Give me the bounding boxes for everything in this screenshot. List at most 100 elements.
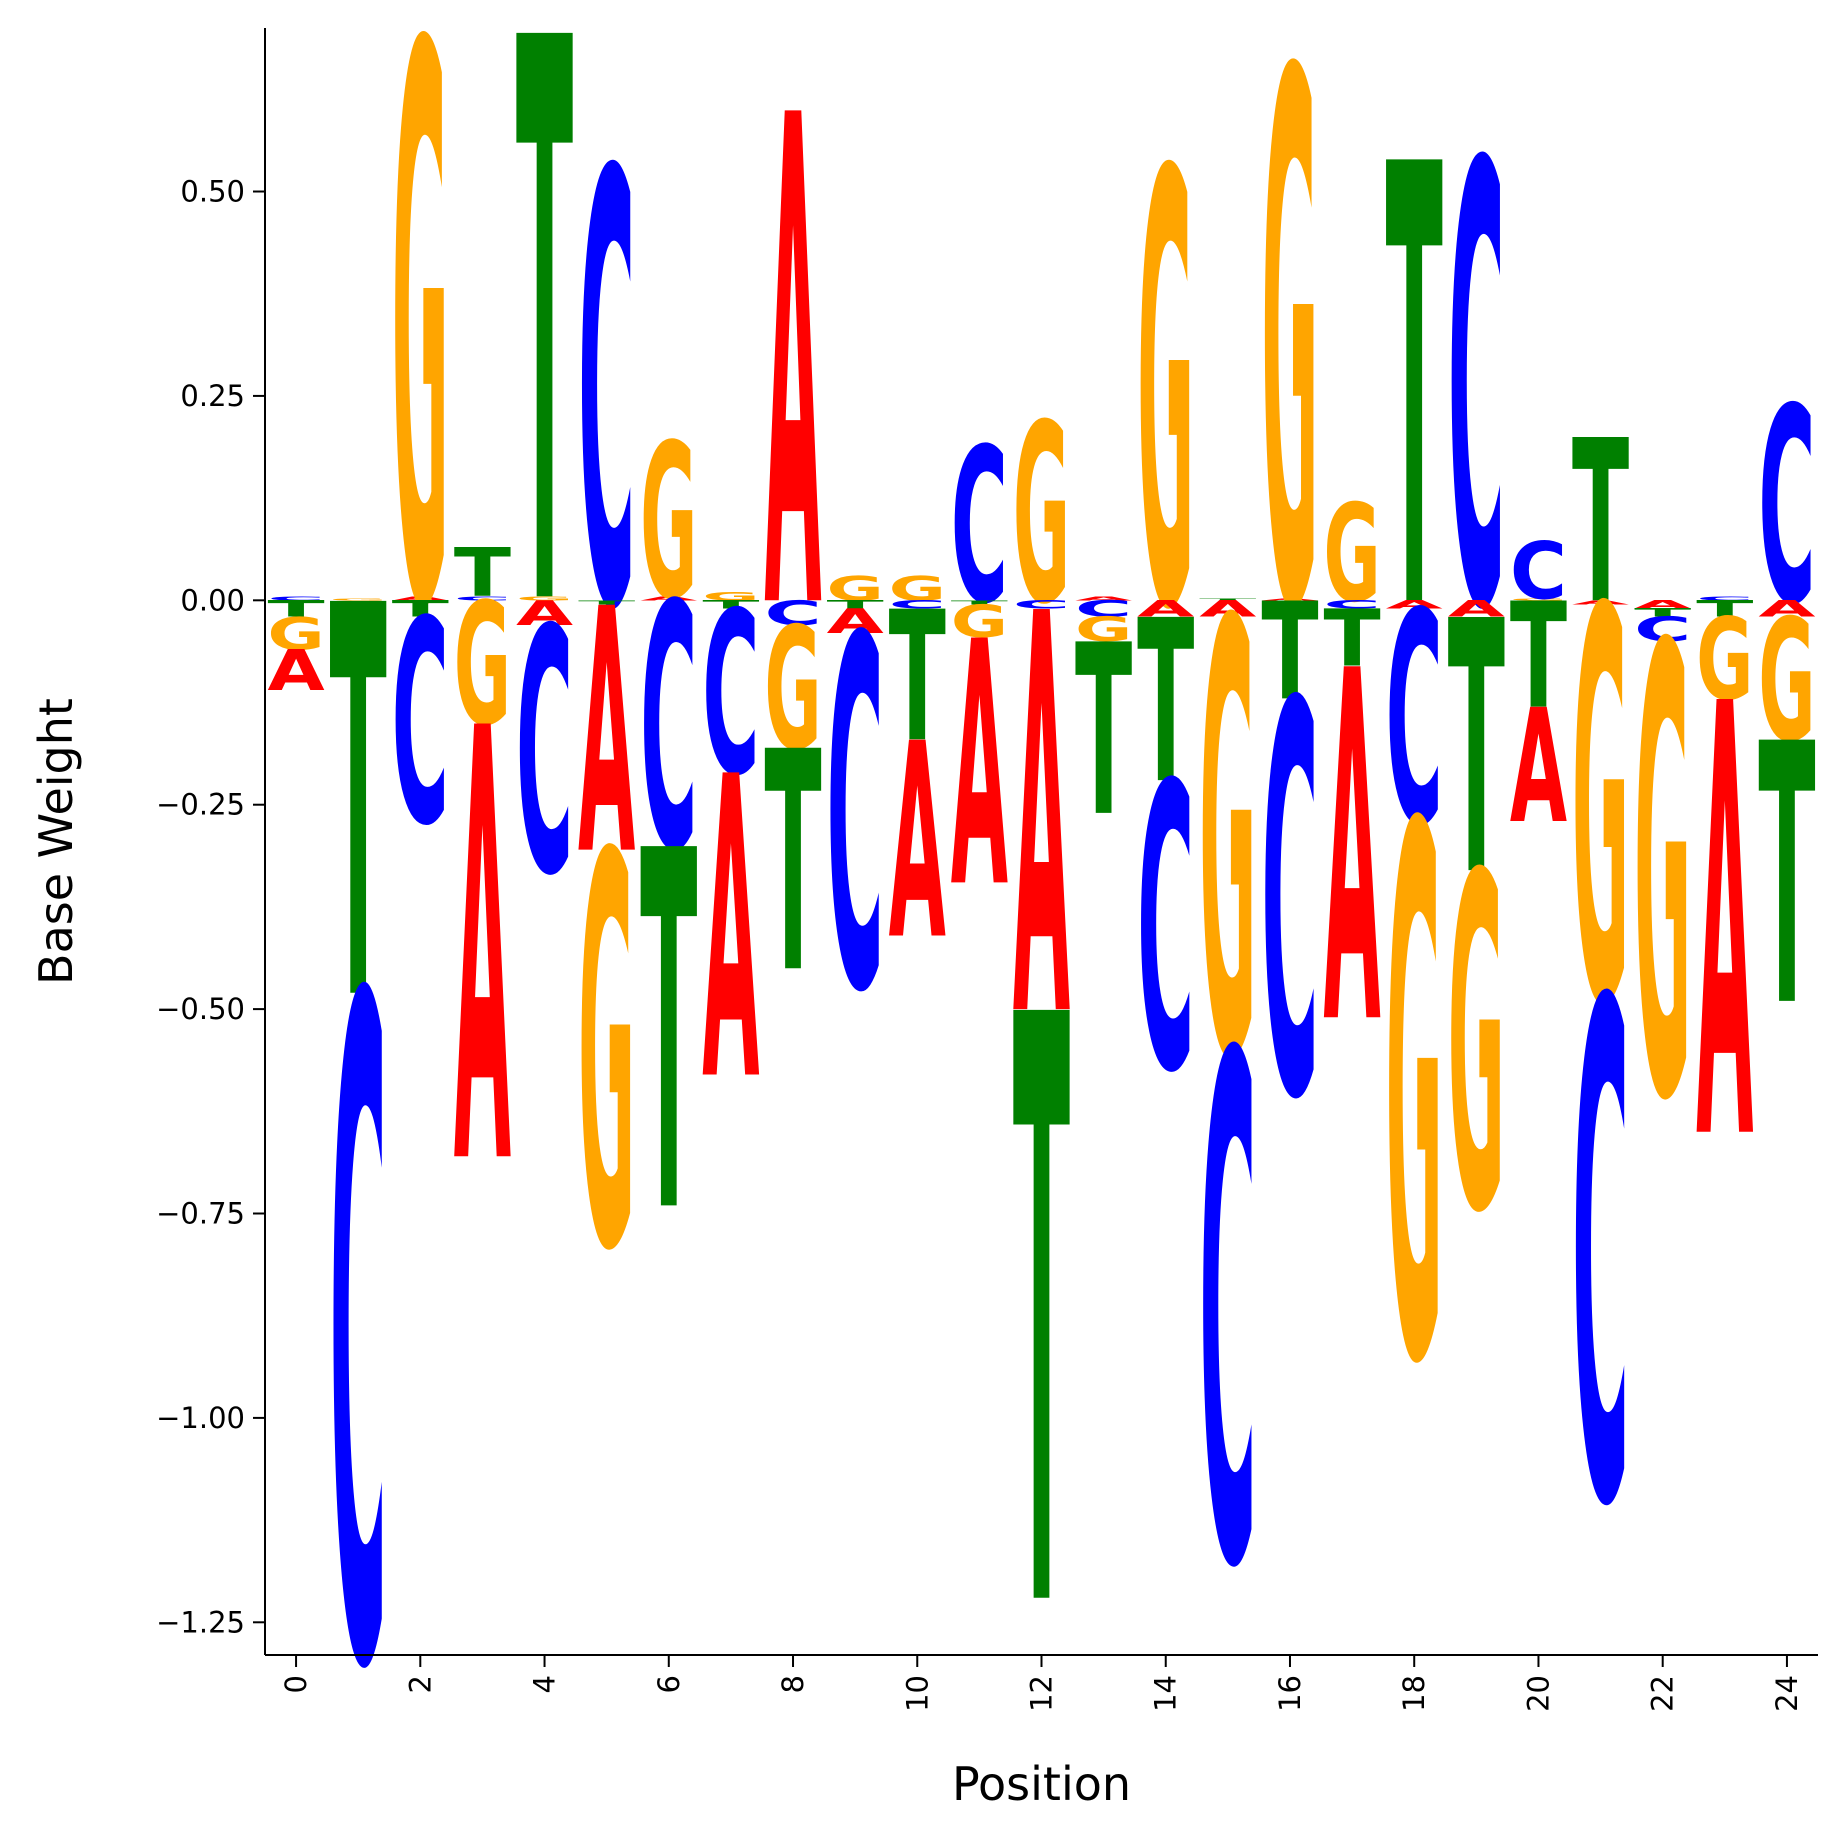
logo-letter-A: A <box>1572 599 1630 606</box>
logo-letter-C: C <box>764 594 821 633</box>
logo-letter-G: G <box>1386 677 1443 1524</box>
logo-letter-C: C <box>1261 591 1318 1218</box>
logo-letter-T: T <box>392 596 449 622</box>
y-tick-label: 0.25 <box>180 379 245 413</box>
logo-letter-T: T <box>1075 594 1132 868</box>
logo-letter-G: G <box>827 569 884 608</box>
x-tick-label: 8 <box>776 1675 810 1693</box>
logo-letter-T: T <box>1696 596 1753 622</box>
logo-letter-T: T <box>1634 607 1691 620</box>
logo-letter-A: A <box>1261 598 1319 601</box>
logo-letter-C: C <box>1013 598 1070 611</box>
x-tick-label: 18 <box>1397 1675 1431 1712</box>
logo-letter-G: G <box>1634 520 1691 1237</box>
logo-letter-G: G <box>392 0 449 776</box>
logo-letter-T: T <box>764 689 821 1041</box>
logo-letter-A: A <box>1324 571 1382 1132</box>
logo-letter-G: G <box>1510 598 1567 601</box>
y-tick-label: −1.25 <box>156 1605 245 1639</box>
logo-letter-C: C <box>1696 595 1753 601</box>
logo-letter-A: A <box>578 539 635 930</box>
logo-letter-T: T <box>702 598 759 611</box>
logo-letter-T: T <box>330 494 388 1120</box>
logo-letter-G: G <box>1199 499 1256 1190</box>
logo-letter-G: G <box>1137 50 1194 741</box>
logo-letter-T: T <box>1137 572 1194 833</box>
logo-letter-C: C <box>1510 526 1567 617</box>
x-tick-label: 16 <box>1273 1675 1307 1712</box>
y-tick-label: −0.75 <box>156 1197 245 1231</box>
logo-letter-C: C <box>1572 862 1629 1657</box>
y-tick-label: −0.25 <box>156 788 245 822</box>
logo-letter-T: T <box>516 0 574 779</box>
logo-letter-G: G <box>889 569 946 608</box>
logo-letter-T: T <box>1510 573 1567 742</box>
x-tick-label: 10 <box>900 1675 934 1712</box>
x-axis-title: Position <box>952 1757 1131 1811</box>
logo-letter-A: A <box>392 595 450 602</box>
logo-letter-A: A <box>1386 598 1443 611</box>
x-tick-label: 14 <box>1149 1675 1183 1712</box>
logo-letter-A: A <box>1634 598 1691 611</box>
logo-letter-A: A <box>951 572 1008 963</box>
logo-letter-A: A <box>1137 596 1194 622</box>
x-tick-label: 24 <box>1770 1675 1804 1712</box>
logo-letter-T: T <box>640 749 698 1322</box>
logo-letter-A: A <box>764 0 822 759</box>
logo-letter-T: T <box>1199 598 1257 601</box>
logo-letter-G: G <box>578 744 635 1370</box>
x-tick-label: 4 <box>528 1675 562 1693</box>
logo-letter-G: G <box>1013 372 1070 659</box>
logo-letter-A: A <box>516 594 574 633</box>
logo-letter-C: C <box>1758 350 1815 664</box>
logo-letter-G: G <box>1696 594 1753 725</box>
x-axis-ticks: 0 2 4 6 8 10 12 14 16 18 20 22 24 <box>279 1655 1804 1712</box>
logo-letter-A: A <box>889 687 946 999</box>
logo-letter-A: A <box>827 602 885 641</box>
y-tick-label: 0.50 <box>180 175 245 209</box>
logo-letter-T: T <box>454 534 511 612</box>
logo-letter-G: G <box>267 608 324 660</box>
logo-letter-C: C <box>827 539 884 1099</box>
x-tick-label: 12 <box>1025 1675 1059 1712</box>
logo-letter-C: C <box>267 595 324 601</box>
logo-letter-T: T <box>1448 548 1505 952</box>
logo-letter-A: A <box>640 595 698 602</box>
logo-letter-G: G <box>516 595 573 602</box>
logo-letter-G: G <box>1075 610 1132 649</box>
logo-letter-A: A <box>702 692 760 1174</box>
logo-letter-T: T <box>1758 669 1816 1086</box>
x-tick-label: 0 <box>279 1675 313 1693</box>
logo-letter-C: C <box>1137 703 1194 1159</box>
logo-letter-T: T <box>1572 392 1629 653</box>
logo-letter-T: T <box>578 599 636 606</box>
y-tick-label: −0.50 <box>156 992 245 1026</box>
logo-letter-A: A <box>1448 596 1505 622</box>
logo-letter-G: G <box>1448 780 1505 1314</box>
logo-letter-T: T <box>1013 851 1071 1789</box>
logo-letter-G: G <box>951 596 1008 648</box>
logo-letter-G: G <box>640 400 697 647</box>
x-tick-label: 20 <box>1521 1675 1555 1712</box>
logo-letter-T: T <box>889 573 946 782</box>
logo-letter-T: T <box>951 599 1009 606</box>
logo-letter-T: T <box>267 596 324 622</box>
logo-letter-T: T <box>1261 575 1318 731</box>
logo-letter-C: C <box>951 402 1008 650</box>
logo-letter-T: T <box>1324 594 1381 685</box>
logo-letter-G: G <box>1324 477 1381 633</box>
logo-letter-C: C <box>640 534 697 925</box>
logo-letter-C: C <box>702 564 759 826</box>
y-axis-title: Base Weight <box>29 698 83 985</box>
logo-letter-G: G <box>1758 585 1815 780</box>
logo-letter-G: G <box>764 593 821 788</box>
x-tick-label: 2 <box>403 1675 437 1693</box>
logo-letter-C: C <box>1324 598 1381 611</box>
logo-letter-T: T <box>1386 39 1444 744</box>
logo-letter-A: A <box>454 605 512 1297</box>
logo-letter-G: G <box>1572 499 1629 1125</box>
logo-letter-C: C <box>1634 610 1691 649</box>
logo-letter-A: A <box>1199 596 1256 622</box>
